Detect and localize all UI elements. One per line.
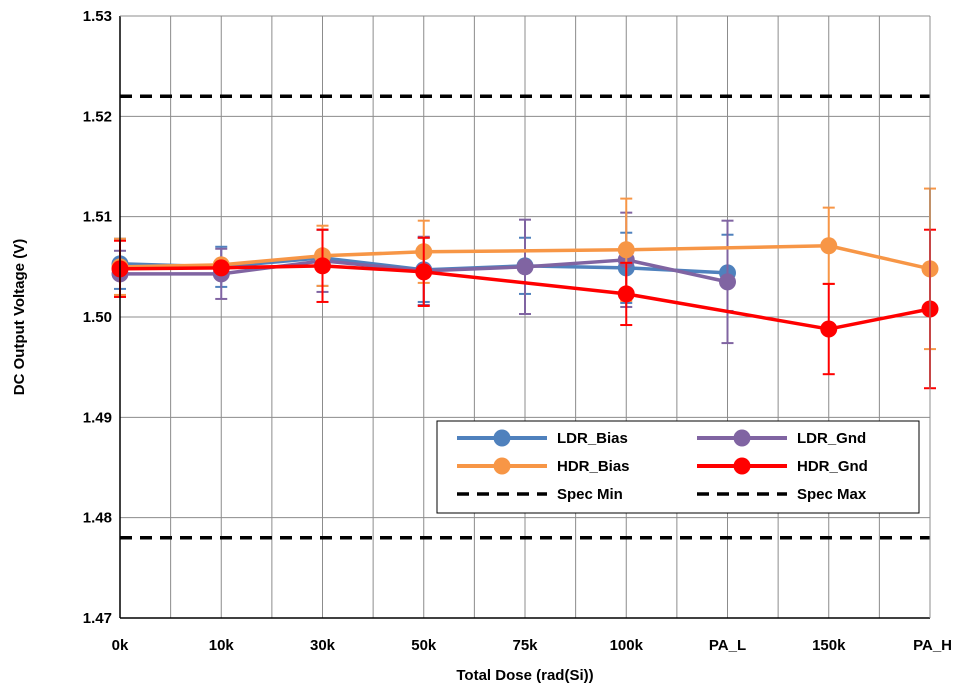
data-point [212, 259, 230, 277]
legend: LDR_Bias LDR_Gnd HDR_Bias HDR_Gnd Spec Min Sp… [436, 420, 920, 514]
legend-label: LDR_Bias [557, 430, 628, 447]
y-tick-label: 1.48 [83, 510, 112, 527]
y-tick-label: 1.51 [83, 209, 112, 226]
legend-label: LDR_Gnd [797, 430, 866, 447]
y-tick-labels: 1.47 1.48 1.49 1.50 1.51 1.52 1.53 [83, 8, 112, 627]
x-axis-title: Total Dose (rad(Si)) [456, 667, 593, 684]
data-point [314, 257, 331, 275]
legend-item-hdr-bias: HDR_Bias [457, 457, 630, 475]
data-point [617, 285, 635, 303]
legend-item-spec-min: Spec Min [457, 486, 623, 503]
legend-item-ldr-gnd: LDR_Gnd [697, 429, 866, 447]
legend-marker [733, 457, 751, 475]
legend-label: Spec Min [557, 486, 623, 503]
y-tick-label: 1.49 [83, 409, 112, 426]
axes [119, 15, 931, 619]
x-tick-label: 50k [411, 637, 437, 654]
legend-item-spec-max: Spec Max [697, 486, 867, 503]
spec-lines [120, 94, 930, 540]
x-tick-label: PA_H [913, 637, 952, 654]
data-point [719, 273, 736, 291]
y-tick-label: 1.53 [83, 8, 112, 25]
legend-item-ldr-bias: LDR_Bias [457, 429, 628, 447]
legend-label: HDR_Gnd [797, 458, 868, 475]
x-tick-label: 75k [512, 637, 538, 654]
legend-label: Spec Max [797, 486, 867, 503]
y-tick-label: 1.50 [83, 309, 112, 326]
y-tick-label: 1.47 [83, 610, 112, 627]
legend-label: HDR_Bias [557, 458, 630, 475]
x-tick-label: 100k [610, 637, 644, 654]
data-point [617, 241, 635, 259]
y-axis-title: DC Output Voltage (V) [11, 239, 28, 395]
x-tick-label: PA_L [709, 637, 746, 654]
x-tick-label: 0k [112, 637, 129, 654]
data-point [516, 258, 534, 276]
data-point [415, 263, 433, 281]
legend-marker [733, 429, 751, 447]
y-tick-label: 1.52 [83, 108, 112, 125]
x-tick-label: 150k [812, 637, 846, 654]
data-point [820, 237, 838, 255]
x-tick-labels: 0k 10k 30k 50k 75k 100k PA_L 150k PA_H [112, 637, 952, 654]
x-tick-label: 10k [209, 637, 235, 654]
x-tick-label: 30k [310, 637, 336, 654]
legend-marker [493, 457, 511, 475]
data-point [820, 320, 838, 338]
legend-item-hdr-gnd: HDR_Gnd [697, 457, 868, 475]
legend-marker [493, 429, 511, 447]
